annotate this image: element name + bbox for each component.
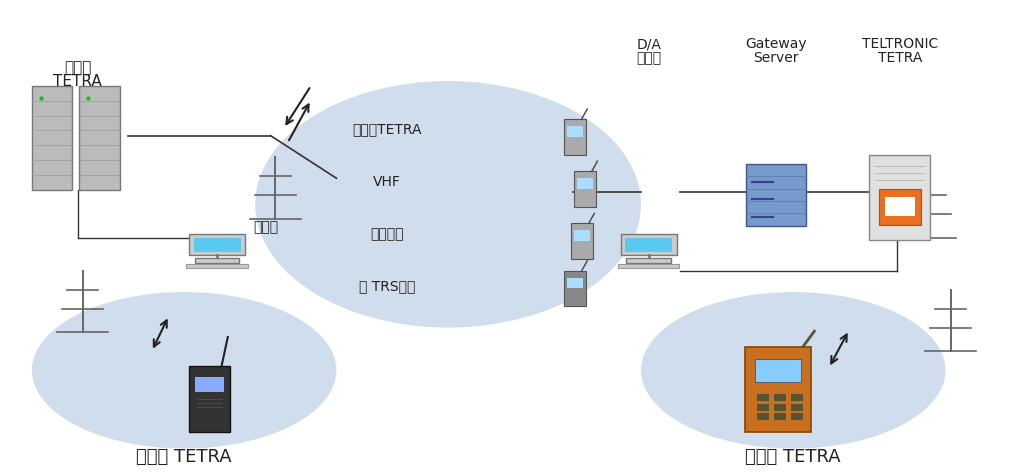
Text: 인천청 TETRA: 인천청 TETRA [745, 447, 841, 465]
Text: 변환기: 변환기 [636, 51, 662, 65]
Bar [194, 259, 239, 263]
Bar [564, 119, 586, 155]
Bar [193, 238, 240, 252]
Bar [79, 87, 119, 191]
Bar [791, 395, 803, 401]
Bar [791, 404, 803, 411]
Bar [577, 179, 592, 189]
Bar [757, 404, 769, 411]
Text: 타기관TETRA: 타기관TETRA [352, 122, 421, 136]
Bar [757, 395, 769, 401]
Text: 위성전화: 위성전화 [371, 226, 404, 240]
Bar [567, 127, 583, 138]
Bar [869, 155, 930, 240]
Text: 타기관 TETRA: 타기관 TETRA [136, 447, 232, 465]
Bar [571, 224, 593, 259]
Text: Gateway: Gateway [745, 37, 807, 51]
Text: 타 TRS기술: 타 TRS기술 [359, 278, 415, 292]
Bar [186, 264, 247, 269]
Bar [774, 395, 786, 401]
Bar [757, 413, 769, 420]
Text: Server: Server [753, 51, 799, 65]
Bar [626, 259, 671, 263]
Text: D/A: D/A [636, 37, 662, 51]
Text: TETRA: TETRA [53, 74, 102, 89]
Bar [618, 264, 679, 269]
Bar [625, 238, 672, 252]
Bar [567, 278, 583, 289]
Bar [564, 271, 586, 307]
Bar [879, 189, 921, 225]
Ellipse shape [641, 292, 946, 448]
Ellipse shape [256, 82, 641, 328]
Bar [774, 413, 786, 420]
Text: 지령대: 지령대 [253, 219, 278, 233]
Text: TELTRONIC: TELTRONIC [861, 37, 938, 51]
Bar [755, 360, 801, 383]
Bar [32, 87, 72, 191]
Bar [774, 404, 786, 411]
Bar [745, 347, 811, 432]
Bar [195, 377, 224, 392]
Ellipse shape [32, 292, 336, 448]
Bar [189, 366, 230, 432]
Bar [621, 235, 677, 255]
Bar [574, 172, 597, 207]
Bar [745, 165, 806, 226]
Text: TETRA: TETRA [878, 51, 922, 65]
Bar [791, 413, 803, 420]
Bar [885, 198, 915, 217]
Text: 이기종: 이기종 [64, 60, 92, 75]
Bar [189, 235, 245, 255]
Text: VHF: VHF [374, 174, 401, 188]
Bar [574, 231, 589, 241]
